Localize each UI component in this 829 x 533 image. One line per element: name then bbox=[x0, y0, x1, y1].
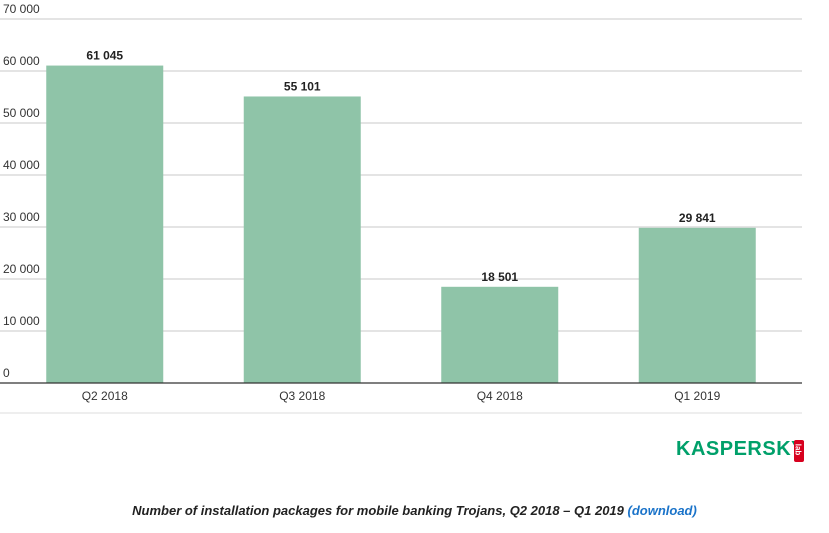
bar bbox=[243, 96, 361, 384]
bars bbox=[46, 65, 756, 384]
bar-data-label: 55 101 bbox=[284, 79, 321, 93]
y-tick-label: 30 000 bbox=[3, 210, 40, 224]
download-link[interactable]: (download) bbox=[627, 503, 697, 518]
bar bbox=[441, 286, 559, 383]
kaspersky-lab-logo: KASPERSKY lab bbox=[676, 438, 806, 468]
bar-data-label: 61 045 bbox=[86, 49, 123, 63]
data-labels: 61 045 55 101 18 501 29 841 bbox=[86, 49, 716, 284]
y-tick-label: 10 000 bbox=[3, 314, 40, 328]
y-axis-tick-labels: 0 10 000 20 000 30 000 40 000 50 000 60 000 70 … bbox=[3, 2, 40, 380]
bar-chart: 0 10 000 20 000 30 000 40 000 50 000 60 000 70 … bbox=[0, 2, 802, 414]
y-tick-label: 70 000 bbox=[3, 2, 40, 16]
x-category-label: Q4 2018 bbox=[477, 389, 523, 403]
logo-lab-tag: lab bbox=[793, 440, 804, 462]
y-tick-label: 20 000 bbox=[3, 262, 40, 276]
bar-data-label: 29 841 bbox=[679, 211, 716, 225]
x-axis-category-labels: Q2 2018 Q3 2018 Q4 2018 Q1 2019 bbox=[82, 389, 721, 403]
x-category-label: Q1 2019 bbox=[674, 389, 720, 403]
x-category-label: Q2 2018 bbox=[82, 389, 128, 403]
figure-caption: Number of installation packages for mobi… bbox=[0, 503, 829, 518]
bar-data-label: 18 501 bbox=[481, 270, 518, 284]
caption-text: Number of installation packages for mobi… bbox=[132, 503, 628, 518]
x-category-label: Q3 2018 bbox=[279, 389, 325, 403]
y-tick-label: 50 000 bbox=[3, 106, 40, 120]
y-tick-label: 0 bbox=[3, 366, 10, 380]
y-tick-label: 40 000 bbox=[3, 158, 40, 172]
bar bbox=[46, 65, 164, 383]
y-tick-label: 60 000 bbox=[3, 54, 40, 68]
logo-wordmark: KASPERSKY bbox=[676, 438, 805, 460]
bar bbox=[638, 227, 756, 383]
